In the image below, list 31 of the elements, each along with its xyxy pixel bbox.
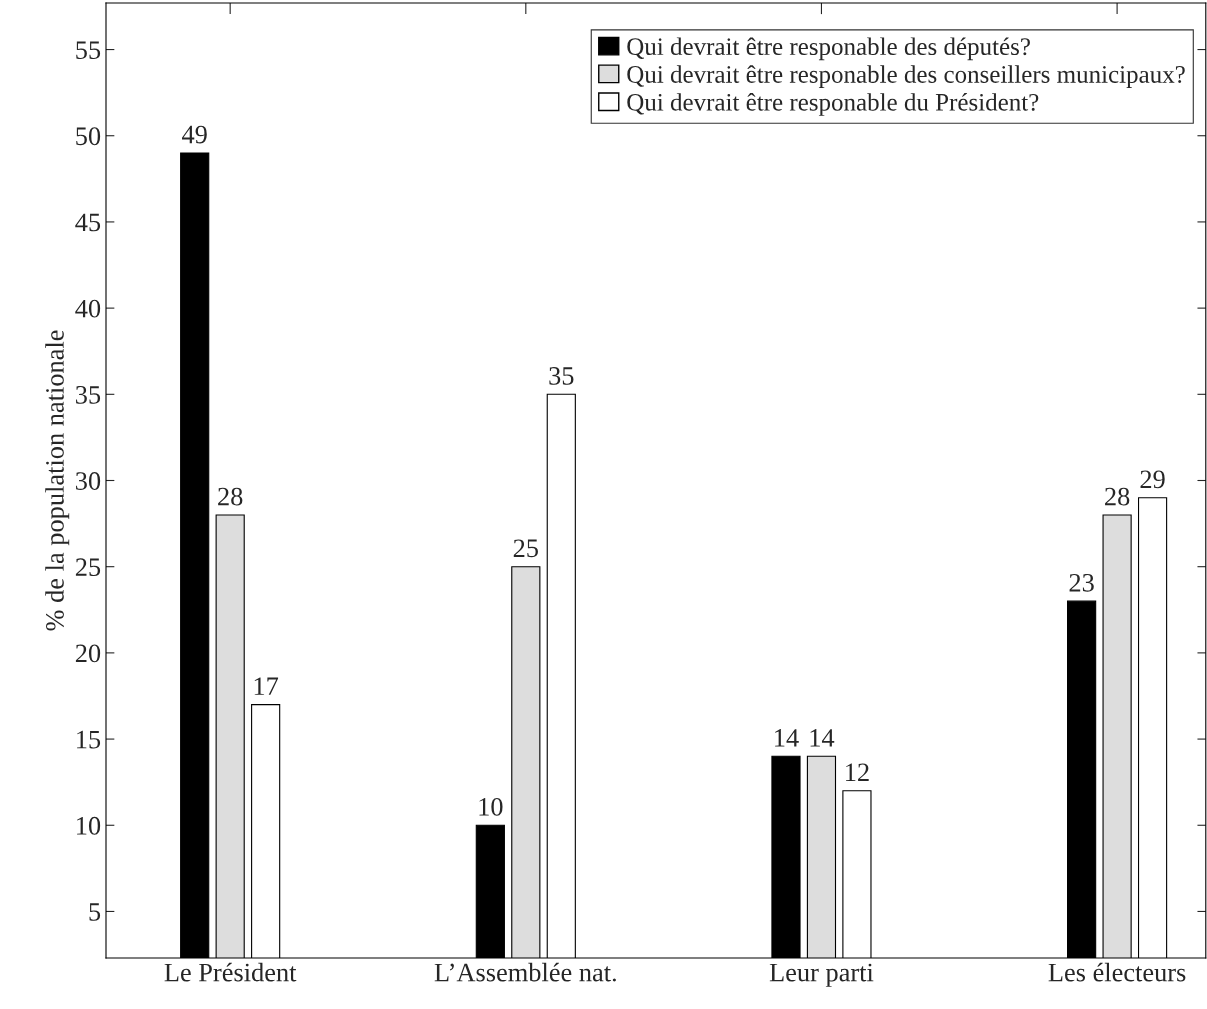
- legend-label: Qui devrait être responable du Président?: [627, 93, 1039, 116]
- y-tick-label: 50: [76, 127, 101, 146]
- y-tick-label: 15: [77, 730, 101, 749]
- data-label: 49: [182, 125, 207, 144]
- y-tick-label: 10: [77, 816, 101, 835]
- y-tick-label: 20: [75, 644, 101, 663]
- data-label: 29: [1140, 470, 1165, 489]
- y-axis-title: % de la population nationale: [45, 330, 70, 631]
- data-label: 25: [513, 539, 538, 558]
- y-tick-label: 5: [89, 903, 101, 921]
- data-label: 10: [479, 797, 503, 816]
- legend-label: Qui devrait être responable des députés?: [627, 37, 1030, 61]
- data-label: 17: [254, 677, 279, 695]
- y-tick-label: 45: [75, 213, 101, 232]
- data-label: 23: [1069, 573, 1094, 592]
- data-label: 28: [218, 487, 243, 506]
- data-label: 14: [775, 729, 799, 747]
- x-tick-label: L’Assemblée nat.: [434, 962, 616, 982]
- y-tick-label: 30: [76, 472, 101, 490]
- y-tick-label: 35: [76, 385, 101, 404]
- data-label: 12: [846, 763, 869, 781]
- x-tick-label: Le Président: [164, 962, 297, 982]
- y-tick-label: 25: [75, 558, 101, 577]
- y-tick-label: 55: [76, 41, 101, 59]
- x-tick-label: Les électeurs: [1048, 962, 1186, 982]
- data-label: 14: [810, 729, 835, 747]
- y-tick-label: 40: [75, 299, 101, 318]
- legend-label: Qui devrait être responable des conseillers municipaux?: [627, 65, 1185, 88]
- x-tick-label: Leur parti: [769, 963, 874, 987]
- data-label: 28: [1105, 487, 1130, 506]
- data-label: 35: [549, 367, 574, 385]
